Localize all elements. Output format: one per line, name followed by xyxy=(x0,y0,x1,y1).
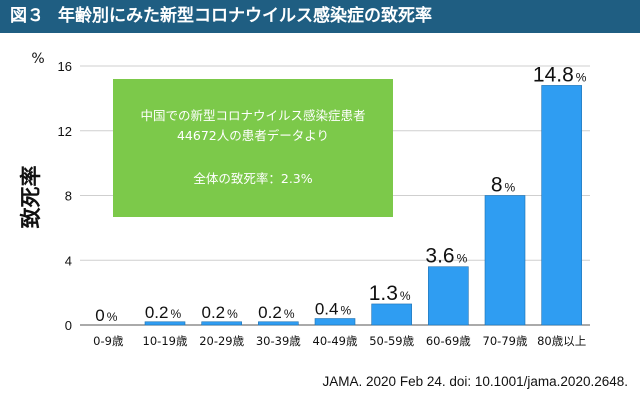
data-label: 8% xyxy=(491,174,516,197)
bar xyxy=(314,318,356,326)
x-tick-label: 50-59歳 xyxy=(369,334,414,348)
annotation-line-1: 中国での新型コロナウイルス感染症患者 xyxy=(140,108,365,123)
annotation-background xyxy=(113,79,393,217)
data-label-unit: % xyxy=(284,307,295,321)
data-label-value: 0.4 xyxy=(315,300,339,319)
title-bar: 図３ 年齢別にみた新型コロナウイルス感染症の致死率 xyxy=(0,0,640,33)
data-label-unit: % xyxy=(107,310,118,324)
data-label: 0.2% xyxy=(202,303,239,322)
x-tick-label: 0-9歳 xyxy=(93,334,124,348)
annotation-line-3: 全体の致死率：2.3% xyxy=(193,171,312,186)
data-label-unit: % xyxy=(170,307,181,321)
bar xyxy=(541,85,582,326)
data-label-value: 0.2 xyxy=(202,303,226,322)
data-label: 1.3% xyxy=(369,282,411,305)
x-tick-label: 30-39歳 xyxy=(256,334,301,348)
data-label-value: 0 xyxy=(95,306,104,325)
x-tick-label: 10-19歳 xyxy=(143,334,188,348)
data-label-value: 0.2 xyxy=(145,303,169,322)
title-text: 年齢別にみた新型コロナウイルス感染症の致死率 xyxy=(58,6,432,26)
bar xyxy=(484,195,526,326)
data-label-value: 3.6 xyxy=(425,245,454,268)
y-tick-label: 8 xyxy=(65,189,72,204)
y-tick-label: 12 xyxy=(58,124,72,139)
data-label: 0% xyxy=(95,306,117,325)
y-axis-title: 致死率 xyxy=(19,166,43,229)
annotation-box: 中国での新型コロナウイルス感染症患者 44672人の患者データより 全体の致死率… xyxy=(113,79,393,217)
data-label-value: 0.2 xyxy=(258,303,282,322)
data-label-unit: % xyxy=(400,289,411,303)
x-tick-label: 40-49歳 xyxy=(313,334,358,348)
data-label: 3.6% xyxy=(425,245,467,268)
y-tick-label: 16 xyxy=(58,59,72,74)
y-tick-label: 0 xyxy=(65,318,72,333)
bar xyxy=(371,303,412,326)
bar xyxy=(201,321,242,326)
x-tick-label: 80歳以上 xyxy=(537,334,586,348)
annotation-line-2: 44672人の患者データより xyxy=(177,128,329,143)
figure-number: 図３ xyxy=(10,6,44,26)
data-label-value: 1.3 xyxy=(369,282,398,305)
data-label-unit: % xyxy=(457,252,468,266)
data-label-unit: % xyxy=(576,70,587,84)
data-label: 0.4% xyxy=(315,300,352,319)
y-axis-unit: % xyxy=(31,51,44,67)
y-tick-label: 4 xyxy=(65,253,72,268)
data-label-value: 8 xyxy=(491,174,503,197)
data-label-unit: % xyxy=(227,307,238,321)
x-tick-label: 60-69歳 xyxy=(426,334,471,348)
data-label: 14.8% xyxy=(533,63,587,86)
x-tick-label: 70-79歳 xyxy=(483,334,528,348)
source-citation: JAMA. 2020 Feb 24. doi: 10.1001/jama.202… xyxy=(322,374,628,389)
chart-title: 図３ 年齢別にみた新型コロナウイルス感染症の致死率 xyxy=(10,0,432,33)
data-label-unit: % xyxy=(340,304,351,318)
bar xyxy=(428,266,469,326)
x-tick-label: 20-29歳 xyxy=(199,334,244,348)
data-label: 0.2% xyxy=(258,303,295,322)
data-label-unit: % xyxy=(505,181,516,195)
data-label: 0.2% xyxy=(145,303,182,322)
bar xyxy=(144,321,186,326)
bar xyxy=(258,321,299,326)
data-label-value: 14.8 xyxy=(533,63,574,86)
